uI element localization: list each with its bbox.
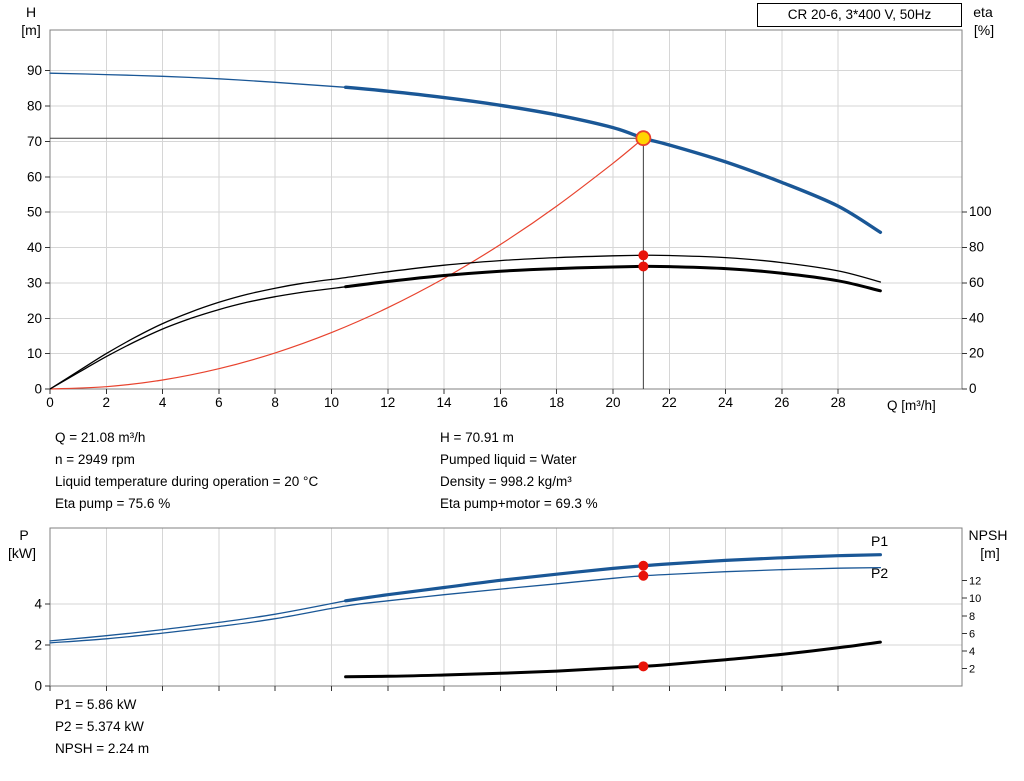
y-left-unit: [kW] [8,545,36,561]
power-npsh-chart[interactable]: 0 2 4 2 4 6 8 10 12 P [kW] NPSH [m] P1 P2 [0,515,1024,781]
system-curve [49,137,644,390]
x-tick-label: 14 [437,395,453,410]
y-right-tick-label: 60 [969,275,984,290]
p2-label: P2 [871,565,888,581]
p1-value-text: P1 = 5.86 kW [55,697,137,712]
y-left-tick-label: 4 [34,596,42,611]
duty-eta-total-text: Eta pump+motor = 69.3 % [440,496,598,511]
x-tick-label: 16 [493,395,508,410]
duty-eta-pump-text: Eta pump = 75.6 % [55,496,171,511]
x-tick-label: 22 [662,395,677,410]
p1-dot [638,560,649,571]
y-left-tick-label: 2 [34,637,42,652]
y-left-title: H [26,4,36,20]
x-tick-label: 26 [774,395,789,410]
y-left-tick-label: 10 [27,346,42,361]
y-left-tick-label: 70 [27,134,42,149]
pump-title: CR 20-6, 3*400 V, 50Hz [757,3,962,27]
p1-label: P1 [871,533,888,549]
y-left-unit: [m] [21,22,40,38]
y-left-tick-label: 30 [27,275,42,290]
duty-temperature-text: Liquid temperature during operation = 20… [55,474,319,489]
y-left-title: P [19,527,28,543]
y-right-tick-label: 12 [969,576,981,588]
duty-speed-text: n = 2949 rpm [55,452,135,467]
eta-pump-curve [49,254,882,390]
npsh-dot [638,661,649,672]
duty-density-text: Density = 998.2 kg/m³ [440,474,572,489]
x-tick-label: 4 [159,395,167,410]
plot-border [49,527,963,687]
eta-pump-motor-dot [638,261,649,272]
duty-info-left: Q = 21.08 m³/h n = 2949 rpm Liquid tempe… [55,427,318,515]
p2-dot [638,570,649,581]
x-tick-label: 20 [605,395,620,410]
y-right-tick-label: 8 [969,611,975,623]
head-curve-lowflow [49,72,347,88]
x-tick-label: 12 [380,395,395,410]
y-right-title: NPSH [969,527,1008,543]
x-axis-title: Q [m³/h] [887,398,936,413]
p1-curve [344,553,882,603]
y-right-tick-label: 80 [969,240,984,255]
eta-pump-dot [638,250,649,261]
duty-info-right: H = 70.91 m Pumped liquid = Water Densit… [440,427,598,515]
y-right-unit: [%] [974,22,994,38]
y-right-tick-label: 100 [969,204,992,219]
y-left-tick-label: 0 [34,382,42,397]
y-right-tick-label: 4 [969,646,975,658]
x-tick-label: 6 [215,395,223,410]
x-tick-label: 8 [271,395,279,410]
x-tick-label: 2 [103,395,111,410]
x-tick-label: 24 [718,395,734,410]
y-left-tick-label: 50 [27,205,42,220]
qh-eta-chart[interactable]: 0 2 4 6 8 10 12 14 16 18 20 22 24 26 28010203040506070… [0,0,1024,415]
x-tick-label: 28 [831,395,846,410]
duty-q-text: Q = 21.08 m³/h [55,430,146,445]
p2-value-text: P2 = 5.374 kW [55,719,144,734]
y-right-tick-label: 40 [969,310,984,325]
y-right-title: eta [973,4,993,20]
y-right-unit: [m] [980,545,999,561]
y-left-tick-label: 20 [27,311,42,326]
p1-curve-lowflow [49,600,347,642]
plot-border [49,29,963,390]
y-left-tick-label: 90 [27,63,42,78]
y-left-tick-label: 40 [27,240,42,255]
duty-point[interactable] [635,130,652,147]
duty-head-text: H = 70.91 m [440,430,514,445]
x-tick-label: 0 [46,395,54,410]
y-right-tick-label: 0 [969,381,977,396]
eta-pump-motor-curve-lowflow [49,286,347,390]
npsh-value-text: NPSH = 2.24 m [55,741,150,756]
y-right-tick-label: 6 [969,628,975,640]
p2-curve [49,566,882,644]
y-left-tick-label: 80 [27,99,42,114]
npsh-curve [344,640,882,679]
head-curve [343,85,883,234]
x-tick-label: 18 [549,395,564,410]
x-tick-label: 10 [324,395,339,410]
y-right-tick-label: 20 [969,346,984,361]
y-left-tick-label: 0 [34,679,42,694]
y-right-tick-label: 2 [969,663,975,675]
eta-pump-motor-curve [344,264,882,293]
duty-liquid-text: Pumped liquid = Water [440,452,577,467]
y-right-tick-label: 10 [969,593,981,605]
power-info: P1 = 5.86 kW P2 = 5.374 kW NPSH = 2.24 m [55,694,149,760]
y-left-tick-label: 60 [27,169,42,184]
